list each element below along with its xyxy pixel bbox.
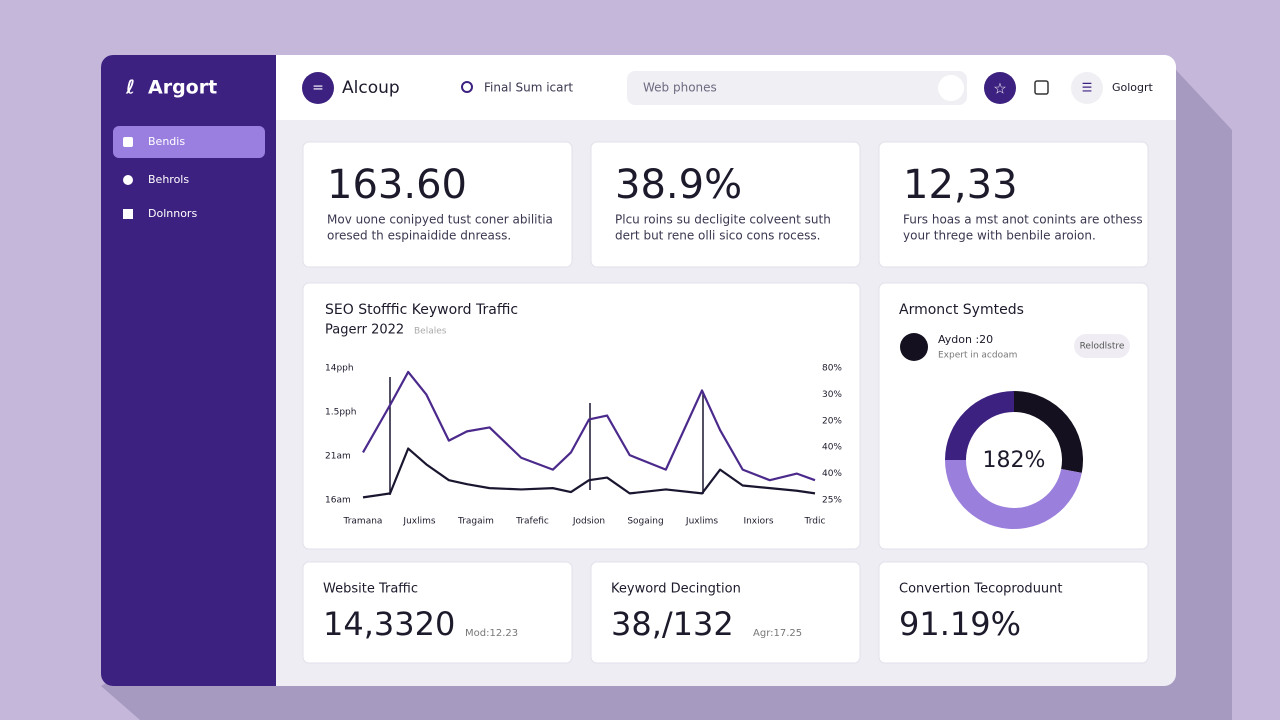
search-placeholder: Web phones xyxy=(643,81,717,95)
header-title: Alcoup xyxy=(342,78,400,98)
notify-button[interactable] xyxy=(1034,80,1049,95)
stat-desc: oresed th espinaidide dnreass. xyxy=(327,229,511,243)
stat-desc: dert but rene olli sico cons rocess. xyxy=(615,229,820,243)
y2-label: 30% xyxy=(822,390,842,400)
x-label: Tramana xyxy=(343,517,383,527)
header-link[interactable]: Final Sum icart xyxy=(484,81,573,95)
donut-center: 182% xyxy=(983,448,1046,473)
metric-note: Mod:12.23 xyxy=(465,628,518,639)
search-button[interactable] xyxy=(938,75,964,101)
person-name: Aydon :20 xyxy=(938,333,993,346)
y2-label: 25% xyxy=(822,496,842,506)
star-icon: ☆ xyxy=(993,80,1006,98)
menu-icon: = xyxy=(312,80,324,96)
nav-item[interactable]: Behrols xyxy=(148,173,189,186)
donut-button[interactable] xyxy=(1074,334,1130,358)
search-box[interactable] xyxy=(627,71,967,105)
y-label: 21am xyxy=(325,452,351,462)
chart-card xyxy=(302,282,861,550)
sidebar xyxy=(101,55,276,686)
donut-title: Armonct Symteds xyxy=(899,302,1024,318)
stat-desc: your threge with benbile aroion. xyxy=(903,229,1096,243)
x-label: Trdic xyxy=(804,517,826,527)
nav-active[interactable] xyxy=(113,126,265,158)
stat-value: 12,33 xyxy=(903,162,1018,208)
nav-icon xyxy=(123,137,133,147)
metric-card xyxy=(878,561,1149,664)
stat-desc: Furs hoas a mst anot conints are othess xyxy=(903,213,1143,227)
nav-item[interactable]: Dolnnors xyxy=(148,207,197,220)
list-button[interactable] xyxy=(1071,72,1103,104)
metric-value: 14,3320 xyxy=(323,605,455,643)
line-series xyxy=(362,447,816,499)
x-label: Trafefic xyxy=(515,517,549,527)
nav-item[interactable]: Bendis xyxy=(148,135,185,148)
stat-desc: Mov uone conipyed tust coner abilitia xyxy=(327,213,553,227)
x-label: Juxlims xyxy=(685,517,718,527)
x-label: Jodsion xyxy=(572,517,605,527)
list-icon: ☰ xyxy=(1082,81,1093,95)
y2-label: 40% xyxy=(822,469,842,479)
person-role: Expert in acdoam xyxy=(938,351,1017,361)
stat-value: 163.60 xyxy=(327,162,467,208)
stat-card xyxy=(590,141,861,268)
user-name: Gologrt xyxy=(1112,81,1154,94)
menu-button[interactable] xyxy=(302,72,334,104)
x-label: Inxiors xyxy=(743,517,773,527)
stat-card xyxy=(878,141,1149,268)
brand-icon: ℓ xyxy=(125,77,135,99)
stat-value: 38.9% xyxy=(615,162,742,208)
x-label: Sogaing xyxy=(627,517,663,527)
x-label: Juxlims xyxy=(402,517,435,527)
line-series xyxy=(362,370,816,482)
donut-button-label[interactable]: Relodlstre xyxy=(1080,342,1125,352)
chart-subtitle: Pagerr 2022 xyxy=(325,323,404,338)
metric-card xyxy=(590,561,861,664)
donut-segment xyxy=(945,460,1082,530)
y2-label: 20% xyxy=(822,416,842,426)
metric-note: Agr:17.25 xyxy=(753,628,802,639)
y-label: 14pph xyxy=(325,364,354,374)
brand: Argort xyxy=(148,77,217,99)
chart-markers xyxy=(389,377,704,495)
metric-title: Website Traffic xyxy=(323,582,418,597)
y2-label: 40% xyxy=(822,443,842,453)
metric-value: 38,/132 xyxy=(611,605,734,643)
metric-card xyxy=(302,561,573,664)
donut-segment xyxy=(945,391,1014,460)
metric-title: Convertion Tecoproduunt xyxy=(899,582,1063,597)
chart-tag: Belales xyxy=(414,327,447,337)
x-label: Tragaim xyxy=(457,517,494,527)
stat-desc: Plcu roins su decligite colveent suth xyxy=(615,213,831,227)
y2-label: 80% xyxy=(822,364,842,374)
metric-title: Keyword Decingtion xyxy=(611,582,741,597)
y-label: 1.5pph xyxy=(325,408,356,418)
chart-title: SEO Stofffic Keyword Traffic xyxy=(325,302,518,318)
star-button[interactable] xyxy=(984,72,1016,104)
nav-icon xyxy=(123,209,133,219)
stat-card xyxy=(302,141,573,268)
metric-value: 91.19% xyxy=(899,605,1021,643)
y-label: 16am xyxy=(325,496,351,506)
nav-icon xyxy=(123,175,133,185)
search-icon xyxy=(461,81,473,93)
avatar xyxy=(900,333,928,361)
donut-segment xyxy=(1014,391,1084,473)
